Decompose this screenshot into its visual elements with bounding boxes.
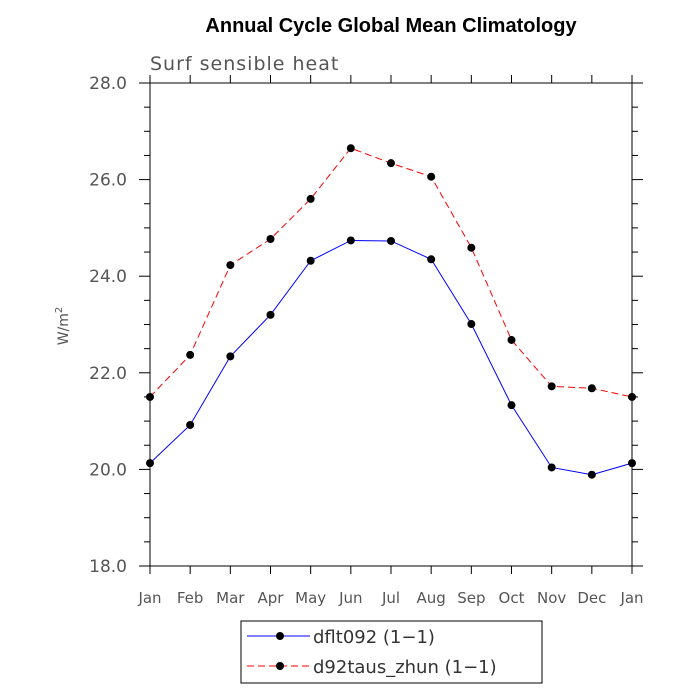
data-point <box>346 144 355 153</box>
data-point <box>186 350 195 359</box>
data-point <box>628 459 636 468</box>
data-point <box>346 236 355 245</box>
data-point <box>427 255 436 264</box>
x-tick-label: Sep <box>457 589 485 607</box>
data-point <box>507 335 516 344</box>
y-tick-label: 24.0 <box>89 267 127 287</box>
chart-subtitle: Surf sensible heat <box>150 53 339 75</box>
legend-label-d92taus-zhun: d92taus_zhun (1−1) <box>313 657 497 678</box>
x-tick-label: Oct <box>499 589 525 607</box>
legend-box <box>240 620 543 684</box>
x-tick-label: May <box>295 589 326 607</box>
y-tick-label: 28.0 <box>89 74 127 94</box>
x-tick-label: Mar <box>216 589 245 607</box>
x-tick-label: Apr <box>258 589 285 607</box>
y-tick-label: 26.0 <box>89 171 127 191</box>
data-point <box>186 420 195 429</box>
data-point <box>587 384 596 393</box>
series-line-0 <box>149 239 633 476</box>
x-tick-label: Jan <box>619 589 643 607</box>
y-tick-label: 22.0 <box>89 364 127 384</box>
data-point <box>547 382 556 391</box>
y-tick-label: 20.0 <box>89 460 127 480</box>
legend-label-dflt092: dflt092 (1−1) <box>313 627 435 648</box>
x-tick-label: Jun <box>338 589 362 607</box>
data-point <box>587 470 596 479</box>
data-point <box>467 243 476 252</box>
plot-border <box>149 82 633 567</box>
y-axis-label: W/m2 <box>54 307 72 346</box>
data-point <box>387 159 395 168</box>
x-tick-labels: Jan Feb Mar Apr May Jun Jul Aug Sep Oct … <box>137 589 643 607</box>
x-tick-label: Feb <box>177 589 204 607</box>
chart-title: Annual Cycle Global Mean Climatology <box>205 15 577 37</box>
data-point <box>306 194 315 203</box>
data-point <box>427 172 436 181</box>
data-point <box>507 401 516 410</box>
x-tick-label: Aug <box>417 589 446 607</box>
data-point <box>628 392 636 401</box>
data-point <box>306 256 315 265</box>
data-point <box>547 463 556 472</box>
data-point <box>387 236 395 245</box>
x-tick-label: Dec <box>577 589 606 607</box>
y-tick-labels: 18.0 20.0 22.0 24.0 26.0 28.0 <box>89 74 127 577</box>
data-point <box>467 320 476 329</box>
data-point <box>266 235 275 244</box>
series-line-1 <box>149 147 633 398</box>
x-tick-label: Nov <box>537 589 566 607</box>
x-tick-label: Jan <box>137 589 161 607</box>
legend-marker-1 <box>276 662 284 670</box>
data-point <box>266 310 275 319</box>
legend-marks <box>247 632 310 670</box>
plot-frame <box>139 75 643 574</box>
data-point <box>146 459 154 468</box>
data-point <box>146 392 154 401</box>
legend-marker-0 <box>276 632 284 640</box>
data-point <box>226 352 235 361</box>
x-tick-label: Jul <box>381 589 400 607</box>
series-layer <box>146 144 636 479</box>
data-point <box>226 261 235 270</box>
y-tick-label: 18.0 <box>89 557 127 577</box>
